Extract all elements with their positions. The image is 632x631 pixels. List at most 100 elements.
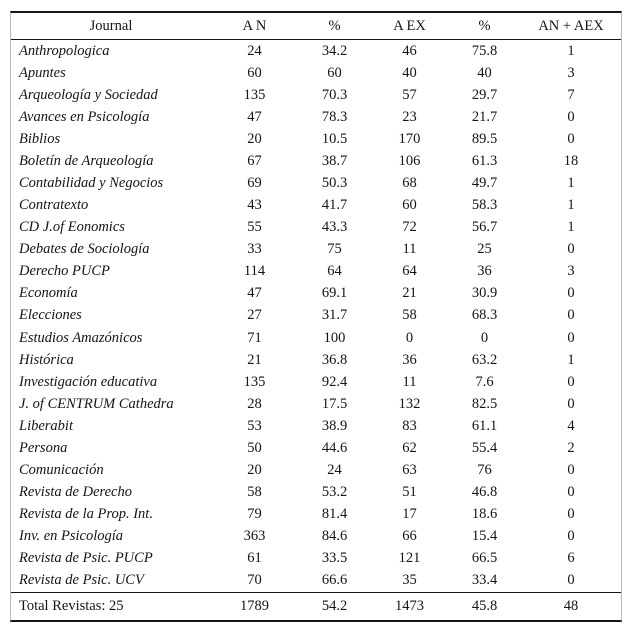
value-cell: 49.7 [471, 175, 498, 191]
value-cell: 135 [243, 373, 266, 390]
value-cell: 64 [327, 263, 342, 280]
value-cell: 21 [402, 285, 417, 302]
value-cell: 3 [567, 263, 575, 280]
value-cell: 41.7 [321, 197, 348, 214]
journal-name-cell: Investigación educativa [19, 373, 158, 390]
value-cell: 38.9 [321, 417, 348, 434]
value-cell: 70.3 [321, 86, 348, 103]
value-cell: 40 [402, 64, 417, 81]
value-cell: 79 [247, 506, 262, 523]
value-cell: 170 [398, 130, 421, 147]
value-cell: 58.3 [471, 197, 498, 214]
table-row: Comunicación 20 24 63 76 0 [11, 459, 621, 481]
value-cell: 11 [402, 241, 417, 258]
table-row: Inv. en Psicología 363 84.6 66 15.4 0 [11, 526, 621, 548]
value-cell: 47 [247, 285, 262, 302]
value-cell: 24 [327, 462, 342, 479]
value-cell: 69.1 [321, 285, 348, 302]
header-cell-aex: A EX [371, 13, 448, 40]
value-cell: 0 [567, 373, 575, 390]
value-cell: 20 [247, 130, 262, 147]
value-cell: 57 [402, 86, 417, 103]
value-cell: 68.3 [471, 307, 498, 324]
table-row: Contratexto 43 41.7 60 58.3 1 [11, 195, 621, 217]
value-cell: 20 [247, 462, 262, 479]
value-cell: 100 [323, 329, 346, 346]
value-cell: 83 [402, 417, 417, 434]
value-cell: 25 [477, 241, 492, 258]
value-cell: 1 [567, 197, 575, 214]
value-cell: 10.5 [321, 130, 348, 147]
value-cell: 53.2 [321, 484, 348, 501]
value-cell: 0 [480, 329, 489, 346]
value-cell: 61 [247, 550, 262, 567]
total-value-cell: 1473 [371, 592, 448, 620]
table-row: Biblios 20 10.5 170 89.5 0 [11, 128, 621, 150]
value-cell: 21.7 [471, 108, 498, 125]
value-cell: 135 [243, 86, 266, 103]
table-row: Debates de Sociología 33 75 11 25 0 [11, 239, 621, 261]
value-cell: 89.5 [471, 130, 498, 147]
journal-name-cell: Derecho PUCP [19, 263, 110, 280]
value-cell: 4 [567, 417, 575, 434]
value-cell: 0 [567, 285, 575, 302]
value-cell: 0 [567, 241, 575, 258]
total-value-cell: 1789 [211, 592, 298, 620]
journal-name-cell: Inv. en Psicología [19, 528, 124, 545]
journal-name-cell: Debates de Sociología [19, 241, 150, 258]
value-cell: 1 [567, 219, 575, 236]
value-cell: 21 [247, 351, 262, 368]
table-row: Boletín de Arqueología 67 38.7 106 61.3 18 [11, 150, 621, 172]
journal-name-cell: Revista de la Prop. Int. [19, 506, 153, 523]
value-cell: 92.4 [321, 373, 348, 390]
table-row: Derecho PUCP 114 64 64 36 3 [11, 261, 621, 283]
value-cell: 58 [247, 484, 262, 501]
value-cell: 34.2 [321, 42, 348, 59]
value-cell: 60 [247, 64, 262, 81]
journal-name-cell: Contabilidad y Negocios [19, 175, 164, 191]
journal-name-cell: Comunicación [19, 462, 104, 479]
value-cell: 75 [327, 241, 342, 258]
value-cell: 63 [402, 462, 417, 479]
value-cell: 56.7 [471, 219, 498, 236]
value-cell: 2 [567, 439, 575, 456]
journal-name-cell: CD J.of Eonomics [19, 219, 125, 236]
value-cell: 60 [402, 197, 417, 214]
table-row: Revista de Psic. UCV 70 66.6 35 33.4 0 [11, 570, 621, 593]
journal-name-cell: Biblios [19, 130, 61, 147]
value-cell: 63.2 [471, 351, 498, 368]
table-row: J. of CENTRUM Cathedra 28 17.5 132 82.5 0 [11, 393, 621, 415]
table-row: CD J.of Eonomics 55 43.3 72 56.7 1 [11, 217, 621, 239]
value-cell: 72 [402, 219, 417, 236]
value-cell: 29.7 [471, 86, 498, 103]
value-cell: 28 [247, 395, 262, 412]
table-row: Apuntes 60 60 40 40 3 [11, 62, 621, 84]
value-cell: 18 [563, 152, 579, 169]
value-cell: 17.5 [321, 395, 348, 412]
value-cell: 7.6 [475, 373, 494, 390]
value-cell: 1 [567, 42, 575, 59]
total-value-cell: 48 [521, 592, 621, 620]
value-cell: 78.3 [321, 108, 348, 125]
value-cell: 121 [398, 550, 421, 567]
value-cell: 6 [567, 550, 575, 567]
journal-name-cell: Boletín de Arqueología [19, 152, 154, 169]
header-cell-an: A N [211, 13, 298, 40]
value-cell: 23 [402, 108, 417, 125]
value-cell: 76 [477, 462, 492, 479]
value-cell: 62 [402, 439, 417, 456]
journals-table: Journal A N % A EX % AN + AEX Anthropolo… [11, 13, 621, 620]
table-row: Anthropologica 24 34.2 46 75.8 1 [11, 40, 621, 63]
header-cell-an-plus-aex: AN + AEX [521, 13, 621, 40]
value-cell: 81.4 [321, 506, 348, 523]
journal-name-cell: Liberabit [19, 417, 73, 434]
value-cell: 7 [567, 86, 575, 103]
value-cell: 43 [247, 197, 262, 214]
value-cell: 24 [247, 42, 262, 59]
total-row: Total Revistas: 25 1789 54.2 1473 45.8 4… [11, 592, 621, 620]
value-cell: 33.5 [321, 550, 348, 567]
table-row: Elecciones 27 31.7 58 68.3 0 [11, 305, 621, 327]
table-row: Investigación educativa 135 92.4 11 7.6 0 [11, 371, 621, 393]
total-value-cell: 45.8 [448, 592, 521, 620]
value-cell: 0 [567, 462, 575, 479]
